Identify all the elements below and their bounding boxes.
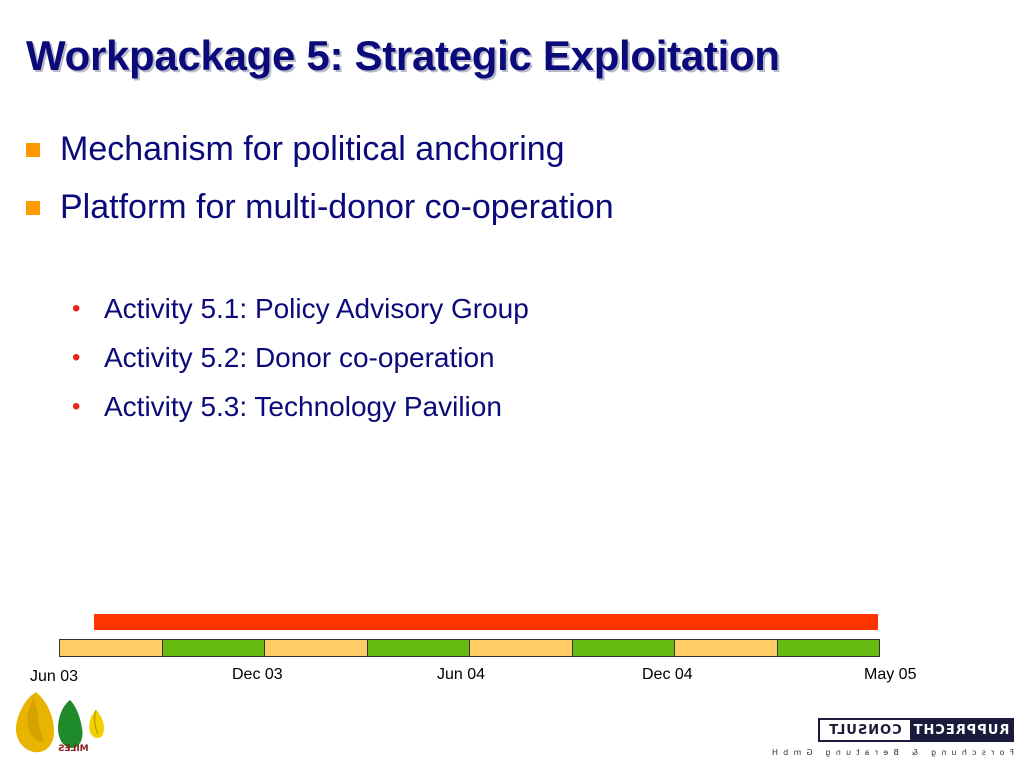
workpackage-duration-bar	[94, 614, 878, 630]
sub-bullet-text: Activity 5.2: Donor co-operation	[104, 341, 495, 373]
timeline-segment	[470, 640, 573, 656]
dot-bullet-icon: •	[72, 343, 81, 371]
square-bullet-icon	[26, 201, 40, 215]
slide-title: Workpackage 5: Strategic Exploitation	[26, 32, 780, 79]
rupprecht-word: RUPPRECHT	[910, 720, 1012, 740]
square-bullet-icon	[26, 143, 40, 157]
sri-lanka-map-logo-icon: MILES	[12, 688, 108, 765]
timeline-segment	[265, 640, 368, 656]
dot-bullet-icon: •	[72, 294, 81, 322]
timeline-label: Dec 03	[232, 666, 283, 683]
main-bullet-text: Mechanism for political anchoring	[60, 129, 565, 168]
company-tagline: Forschung & Beratung GmbH	[766, 748, 1014, 757]
rupprecht-consult-wordmark: CONSULT RUPPRECHT	[818, 718, 1014, 742]
main-bullet-list: Mechanism for political anchoring Platfo…	[26, 120, 614, 236]
timeline-label: Dec 04	[642, 666, 693, 683]
consult-word: CONSULT	[820, 720, 910, 740]
main-bullet-item: Mechanism for political anchoring	[26, 120, 614, 178]
timeline-segment	[572, 640, 675, 656]
main-bullet-text: Platform for multi-donor co-operation	[60, 187, 614, 226]
sub-bullet-text: Activity 5.3: Technology Pavilion	[104, 390, 502, 422]
timeline-segments	[59, 639, 880, 657]
sub-bullet-item: • Activity 5.3: Technology Pavilion	[72, 382, 529, 431]
main-bullet-item: Platform for multi-donor co-operation	[26, 178, 614, 236]
logo-wordmark: MILES	[58, 744, 89, 754]
dot-bullet-icon: •	[72, 392, 81, 420]
timeline-segment	[777, 640, 879, 656]
timeline-segment	[675, 640, 778, 656]
timeline-segment	[162, 640, 265, 656]
sub-bullet-text: Activity 5.1: Policy Advisory Group	[104, 292, 529, 324]
timeline-label: Jun 03	[30, 668, 79, 685]
timeline-label: Jun 04	[437, 666, 486, 683]
sub-bullet-list: • Activity 5.1: Policy Advisory Group • …	[72, 284, 529, 431]
timeline-segment	[60, 640, 163, 656]
timeline-label: May 05	[864, 666, 917, 683]
sub-bullet-item: • Activity 5.2: Donor co-operation	[72, 333, 529, 382]
sub-bullet-item: • Activity 5.1: Policy Advisory Group	[72, 284, 529, 333]
timeline-segment	[367, 640, 470, 656]
rupprecht-consult-logo-icon: CONSULT RUPPRECHT Forschung & Beratung G…	[766, 718, 1014, 757]
